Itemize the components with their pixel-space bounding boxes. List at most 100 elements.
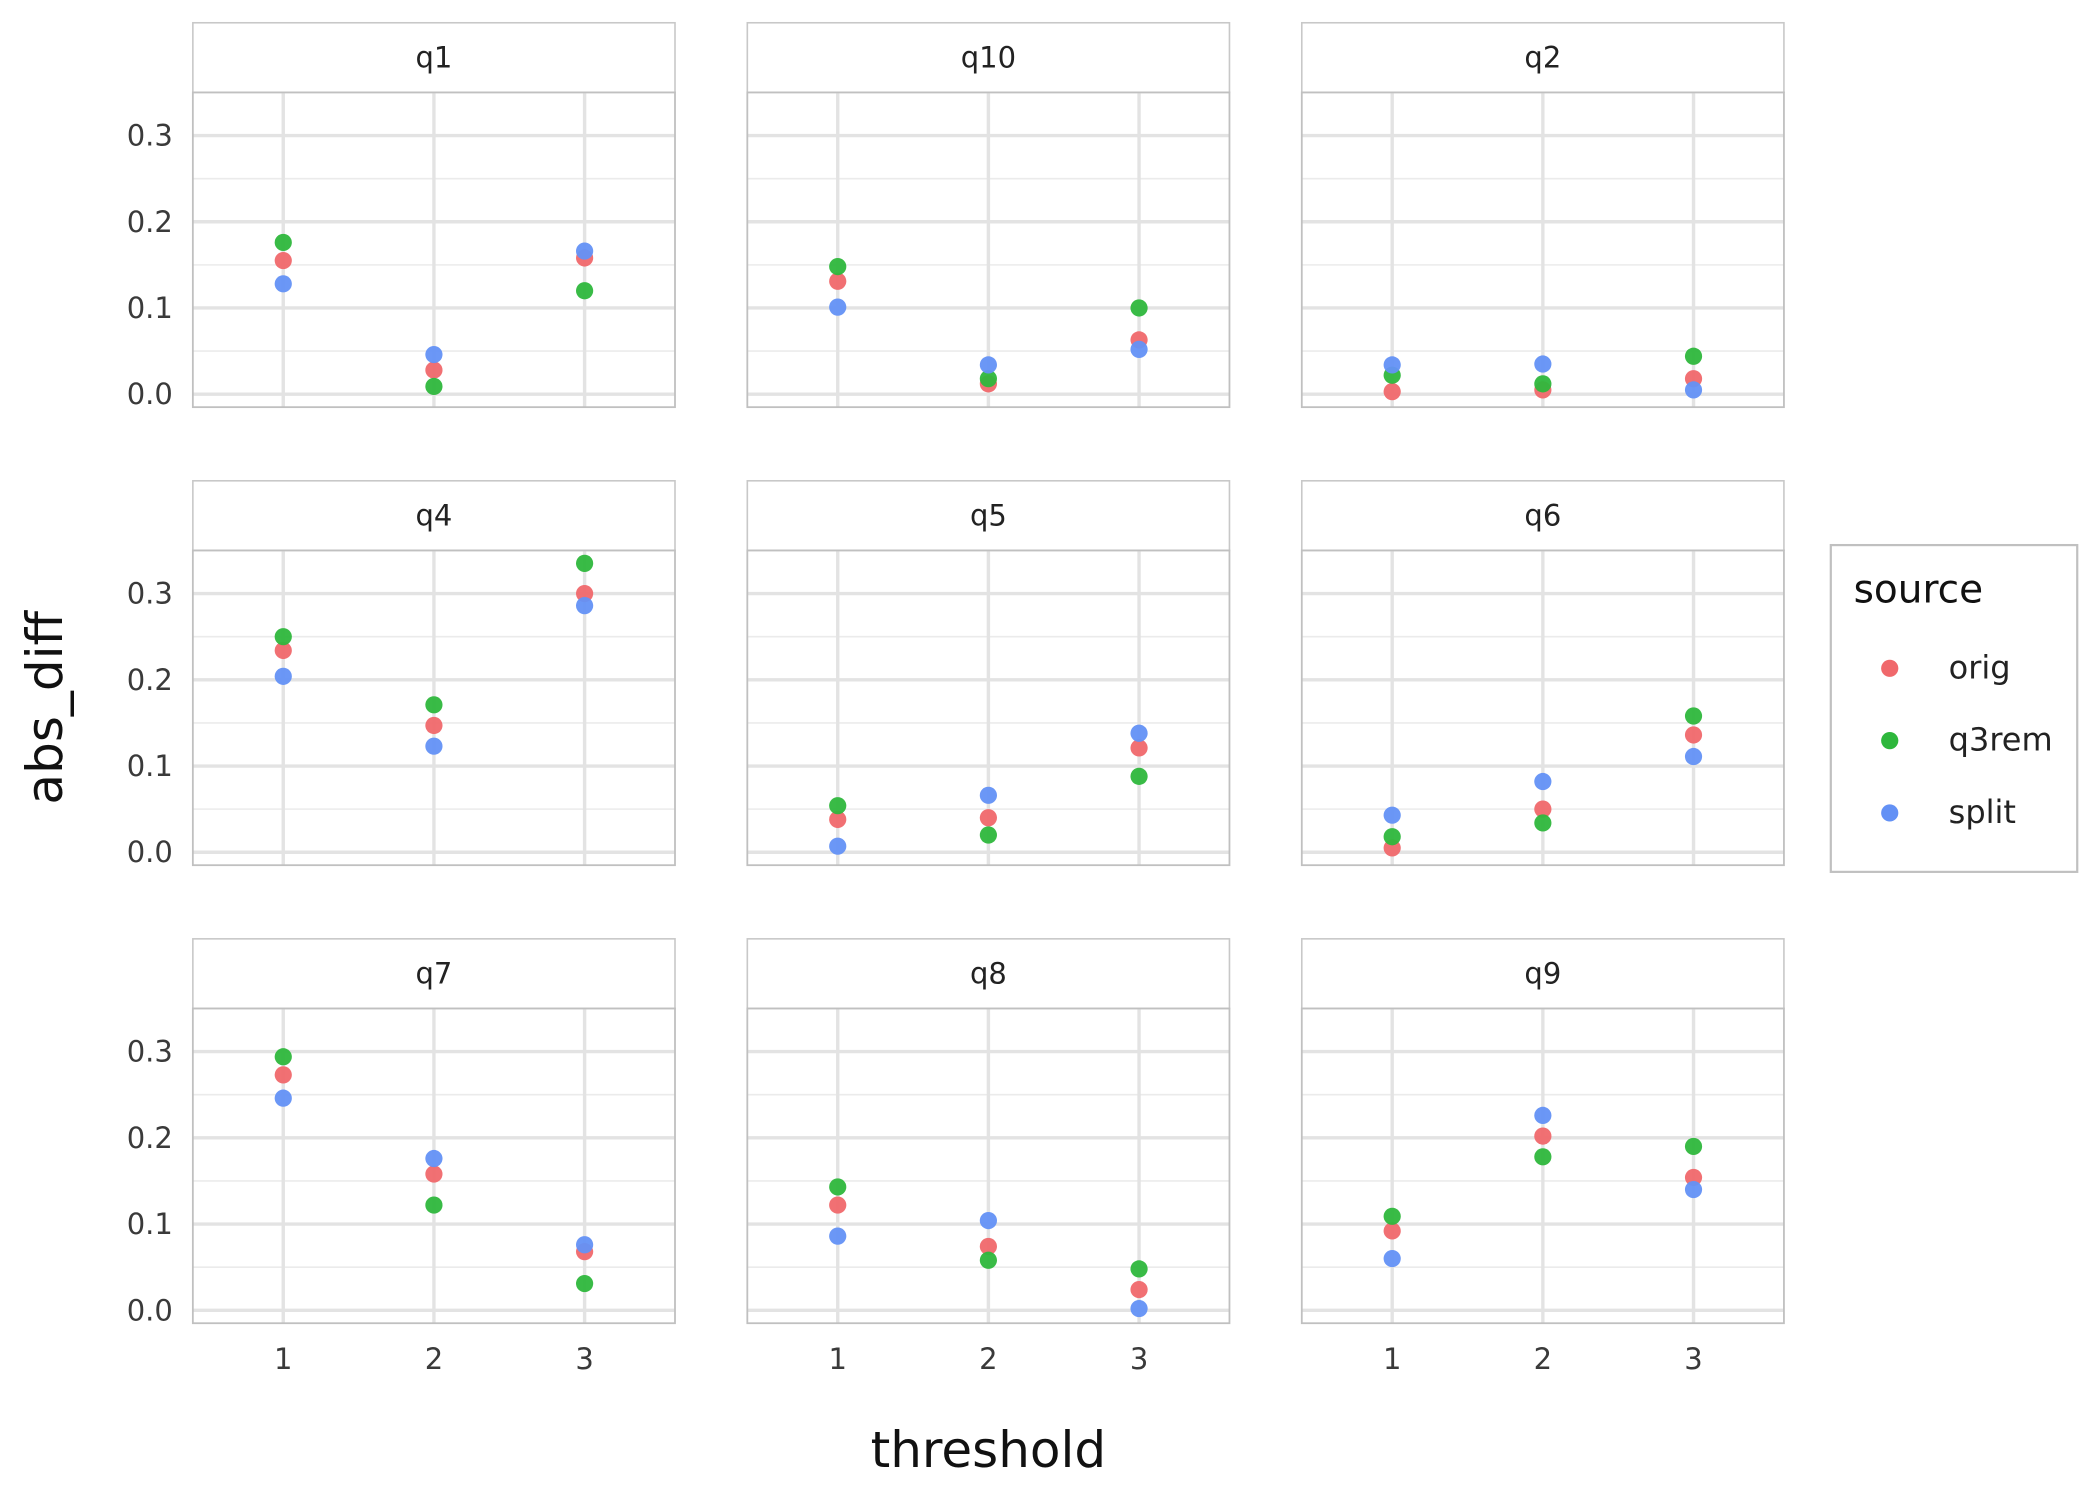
data-point-split — [979, 1212, 997, 1230]
data-point-q3rem — [274, 233, 292, 252]
data-point-orig — [1383, 1222, 1401, 1240]
legend-label-q3rem: q3rem — [1949, 721, 2053, 759]
facet-label: q9 — [1524, 957, 1561, 991]
panel-border — [1300, 1007, 1785, 1325]
data-point-q3rem — [274, 628, 292, 646]
data-point-split — [829, 298, 847, 316]
legend-label-split: split — [1949, 793, 2016, 831]
facet-panel-q6: q6 — [1300, 480, 1785, 867]
y-tick-label: 0.1 — [127, 1207, 173, 1241]
panel-border — [191, 549, 676, 867]
x-tick-label: 3 — [575, 1342, 593, 1376]
data-point-split — [979, 356, 997, 374]
data-point-q3rem — [1534, 814, 1552, 832]
panel-border — [746, 549, 1231, 867]
data-point-orig — [1130, 739, 1148, 757]
facet-label: q7 — [415, 957, 452, 991]
data-point-split — [1383, 356, 1401, 374]
legend-key-split — [1881, 804, 1899, 822]
data-point-split — [274, 1089, 292, 1107]
y-tick-label: 0.3 — [127, 1035, 173, 1069]
data-point-q3rem — [1684, 707, 1703, 725]
x-tick-label: 1 — [828, 1342, 846, 1376]
data-point-orig — [425, 361, 443, 379]
data-point-q3rem — [1684, 347, 1703, 365]
y-tick-label: 0.1 — [127, 749, 173, 783]
facet-label: q8 — [970, 957, 1007, 991]
data-point-orig — [829, 272, 847, 290]
facet-strip — [192, 480, 676, 552]
data-point-q3rem — [829, 797, 847, 815]
x-tick-label: 3 — [1684, 1342, 1702, 1376]
data-point-q3rem — [1534, 375, 1552, 393]
facet-label: q4 — [415, 499, 452, 533]
data-point-orig — [829, 810, 847, 829]
facet-panel-q4: q4 0.0 0.1 0.2 0.3 — [127, 480, 676, 869]
x-tick-label: 2 — [979, 1342, 997, 1376]
panel-border — [1300, 549, 1785, 867]
data-point-split — [425, 737, 443, 755]
data-point-q3rem — [425, 1196, 443, 1214]
facet-panel-q5: q5 — [746, 480, 1231, 867]
panel-border — [1300, 91, 1785, 409]
data-point-split — [274, 275, 292, 293]
facet-strip — [192, 21, 676, 94]
legend-label-orig: orig — [1949, 648, 2011, 686]
data-point-q3rem — [1383, 1207, 1401, 1225]
data-point-orig — [1534, 800, 1552, 818]
legend: source orig q3rem split — [1829, 543, 2079, 873]
panel-border — [746, 1007, 1231, 1325]
y-tick-label: 0.2 — [127, 205, 173, 239]
y-tick-label: 0.0 — [127, 1293, 173, 1327]
facet-label: q10 — [961, 41, 1016, 75]
data-point-split — [1383, 1249, 1401, 1268]
legend-title: source — [1854, 568, 1984, 613]
data-point-orig — [274, 251, 292, 270]
facet-label: q6 — [1524, 499, 1561, 533]
data-point-q3rem — [1534, 1148, 1552, 1166]
data-point-q3rem — [1684, 1137, 1703, 1156]
x-tick-label: 2 — [1534, 1342, 1552, 1376]
data-point-split — [1130, 1299, 1148, 1318]
data-point-split — [1534, 1106, 1552, 1125]
x-tick-label: 1 — [1383, 1342, 1401, 1376]
data-point-q3rem — [829, 257, 847, 276]
data-point-orig — [274, 1066, 292, 1084]
data-point-q3rem — [979, 370, 997, 388]
y-tick-label: 0.1 — [127, 291, 173, 325]
legend-box — [1829, 543, 2079, 873]
panel-border — [746, 91, 1231, 409]
facet-strip — [746, 480, 1231, 552]
data-point-q3rem — [575, 282, 594, 300]
facet-label: q2 — [1524, 41, 1561, 75]
data-point-q3rem — [274, 1048, 292, 1066]
data-point-split — [575, 597, 594, 615]
y-tick-label: 0.0 — [127, 835, 173, 869]
y-tick-label: 0.2 — [127, 1121, 173, 1155]
data-point-orig — [1383, 383, 1401, 401]
data-point-q3rem — [1130, 767, 1148, 785]
legend-key-q3rem — [1881, 732, 1899, 750]
data-point-q3rem — [1130, 299, 1148, 317]
facet-strip — [746, 21, 1231, 94]
data-point-orig — [274, 641, 292, 660]
facet-label: q1 — [415, 41, 452, 75]
data-point-split — [425, 345, 443, 364]
data-point-orig — [1534, 1127, 1552, 1145]
x-tick-label: 3 — [1130, 1342, 1148, 1376]
data-point-q3rem — [979, 1251, 997, 1269]
facet-panel-q2: q2 — [1300, 21, 1785, 409]
data-point-split — [1383, 806, 1401, 824]
data-point-orig — [425, 1165, 443, 1183]
data-point-orig — [1130, 1280, 1148, 1299]
data-point-orig — [829, 1196, 847, 1214]
panel-border — [191, 91, 676, 409]
data-point-q3rem — [1383, 828, 1401, 846]
x-axis-title: threshold — [871, 1421, 1106, 1479]
facet-strip — [1300, 938, 1785, 1010]
data-point-q3rem — [425, 377, 443, 396]
data-point-q3rem — [829, 1178, 847, 1196]
data-point-split — [829, 837, 847, 855]
y-tick-label: 0.3 — [127, 577, 173, 611]
